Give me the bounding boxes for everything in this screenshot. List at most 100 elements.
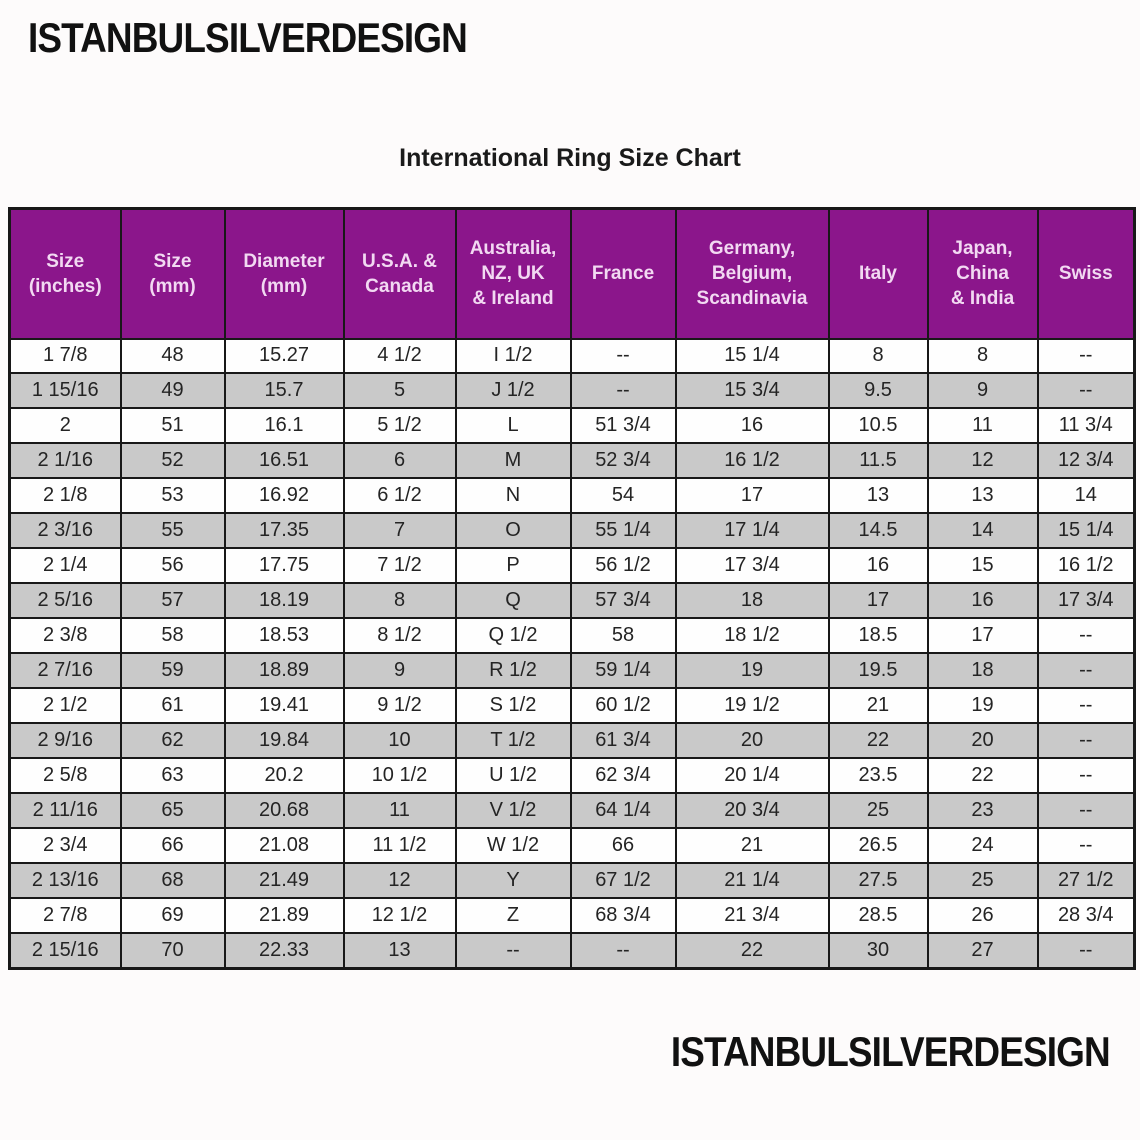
table-cell: 2 9/16 [8,721,122,759]
table-cell: 22 [674,931,830,970]
table-cell: O [454,512,572,550]
table-cell: 2 3/4 [8,826,122,864]
table-cell: 15 3/4 [674,372,830,410]
table-cell: 6 [342,442,457,480]
ring-size-table: Size (inches) Size (mm) Diameter (mm) U.S.A… [8,207,1136,970]
table-cell: 15.7 [223,372,345,410]
table-cell: 56 1/2 [569,547,677,585]
table-cell: 23.5 [827,756,929,794]
table-cell: 21 1/4 [674,861,830,899]
table-cell: 5 [342,372,457,410]
table-cell: 62 3/4 [569,756,677,794]
table-cell: 21.89 [223,896,345,934]
table-row: 2 7/8 69 21.89 12 1/2 Z 68 3/4 21 3/4 28.5 26 28 … [8,896,1136,934]
table-cell: 2 5/8 [8,756,122,794]
table-row: 2 3/16 55 17.35 7 O 55 1/4 17 1/4 14.5 14 15 1/4 [8,512,1136,550]
table-cell: 17 3/4 [674,547,830,585]
table-cell: 11 [342,791,457,829]
table-row: 2 7/16 59 18.89 9 R 1/2 59 1/4 19 19.5 18 -- [8,652,1136,690]
table-cell: -- [569,931,677,970]
table-cell: 13 [827,477,929,515]
table-cell: 2 3/16 [8,512,122,550]
table-cell: 5 1/2 [342,407,457,445]
table-cell: 11 1/2 [342,826,457,864]
table-cell: P [454,547,572,585]
table-cell: 68 3/4 [569,896,677,934]
table-cell: 16 [926,582,1039,620]
table-row: 2 5/8 63 20.2 10 1/2 U 1/2 62 3/4 20 1/4 23.5 22… [8,756,1136,794]
table-cell: 19 1/2 [674,687,830,724]
table-row: 2 1/16 52 16.51 6 M 52 3/4 16 1/2 11.5 12 12 3/4 [8,442,1136,480]
table-cell: 16.92 [223,477,345,515]
brand-logo-top: ISTANBULSILVERDESIGN [28,14,468,61]
table-cell: 24 [926,826,1039,864]
table-cell: 17 3/4 [1036,582,1136,620]
column-header: Japan, China & India [926,207,1039,340]
table-cell: 59 1/4 [569,652,677,690]
table-cell: 21 [674,826,830,864]
table-body: 1 7/8 48 15.27 4 1/2 I 1/2 -- 15 1/4 8 8 -- 1 15/1… [8,337,1136,970]
table-cell: 21.49 [223,861,345,899]
table-cell: 20.68 [223,791,345,829]
table-cell: 15 1/4 [674,337,830,375]
table-row: 2 1/8 53 16.92 6 1/2 N 54 17 13 13 14 [8,477,1136,515]
table-cell: 17 [926,617,1039,655]
table-cell: 18.5 [827,617,929,655]
table-cell: 8 1/2 [342,617,457,655]
table-cell: 58 [119,617,226,655]
table-cell: 26 [926,896,1039,934]
table-cell: 15 [926,547,1039,585]
column-header: Diameter (mm) [223,207,345,340]
table-cell: -- [1036,617,1136,655]
table-cell: 16.1 [223,407,345,445]
table-cell: 66 [569,826,677,864]
table-cell: 2 1/8 [8,477,122,515]
table-cell: M [454,442,572,480]
table-row: 2 15/16 70 22.33 13 -- -- 22 30 27 -- [8,931,1136,970]
table-cell: Z [454,896,572,934]
table-cell: 12 1/2 [342,896,457,934]
table-cell: 9 [342,652,457,690]
table-cell: 65 [119,791,226,829]
table-cell: -- [1036,337,1136,375]
table-cell: 13 [926,477,1039,515]
table-cell: I 1/2 [454,337,572,375]
table-cell: 58 [569,617,677,655]
table-cell: 2 1/2 [8,687,122,724]
column-header: Swiss [1036,207,1136,340]
table-cell: 25 [827,791,929,829]
table-cell: 70 [119,931,226,970]
table-cell: 2 13/16 [8,861,122,899]
table-row: 2 1/2 61 19.41 9 1/2 S 1/2 60 1/2 19 1/2 21 19 -- [8,687,1136,724]
table-cell: 12 [926,442,1039,480]
table-cell: 19 [926,687,1039,724]
table-cell: U 1/2 [454,756,572,794]
table-cell: 20 [674,721,830,759]
table-cell: 4 1/2 [342,337,457,375]
table-cell: 2 11/16 [8,791,122,829]
table-cell: 18.19 [223,582,345,620]
header-row: Size (inches) Size (mm) Diameter (mm) U.S.A… [8,207,1136,340]
table-cell: Q 1/2 [454,617,572,655]
table-cell: 19 [674,652,830,690]
table-cell: 13 [342,931,457,970]
table-cell: 28 3/4 [1036,896,1136,934]
table-cell: R 1/2 [454,652,572,690]
table-cell: 22 [827,721,929,759]
table-cell: Q [454,582,572,620]
table-cell: 62 [119,721,226,759]
table-cell: 2 1/4 [8,547,122,585]
table-cell: -- [569,372,677,410]
table-cell: 51 [119,407,226,445]
table-cell: 57 3/4 [569,582,677,620]
table-cell: 26.5 [827,826,929,864]
table-cell: 7 [342,512,457,550]
table-cell: 16 1/2 [1036,547,1136,585]
table-cell: 17 [827,582,929,620]
table-cell: 2 3/8 [8,617,122,655]
table-cell: 55 1/4 [569,512,677,550]
table-cell: 17 1/4 [674,512,830,550]
table-cell: 18.53 [223,617,345,655]
table-cell: 66 [119,826,226,864]
table-cell: 68 [119,861,226,899]
